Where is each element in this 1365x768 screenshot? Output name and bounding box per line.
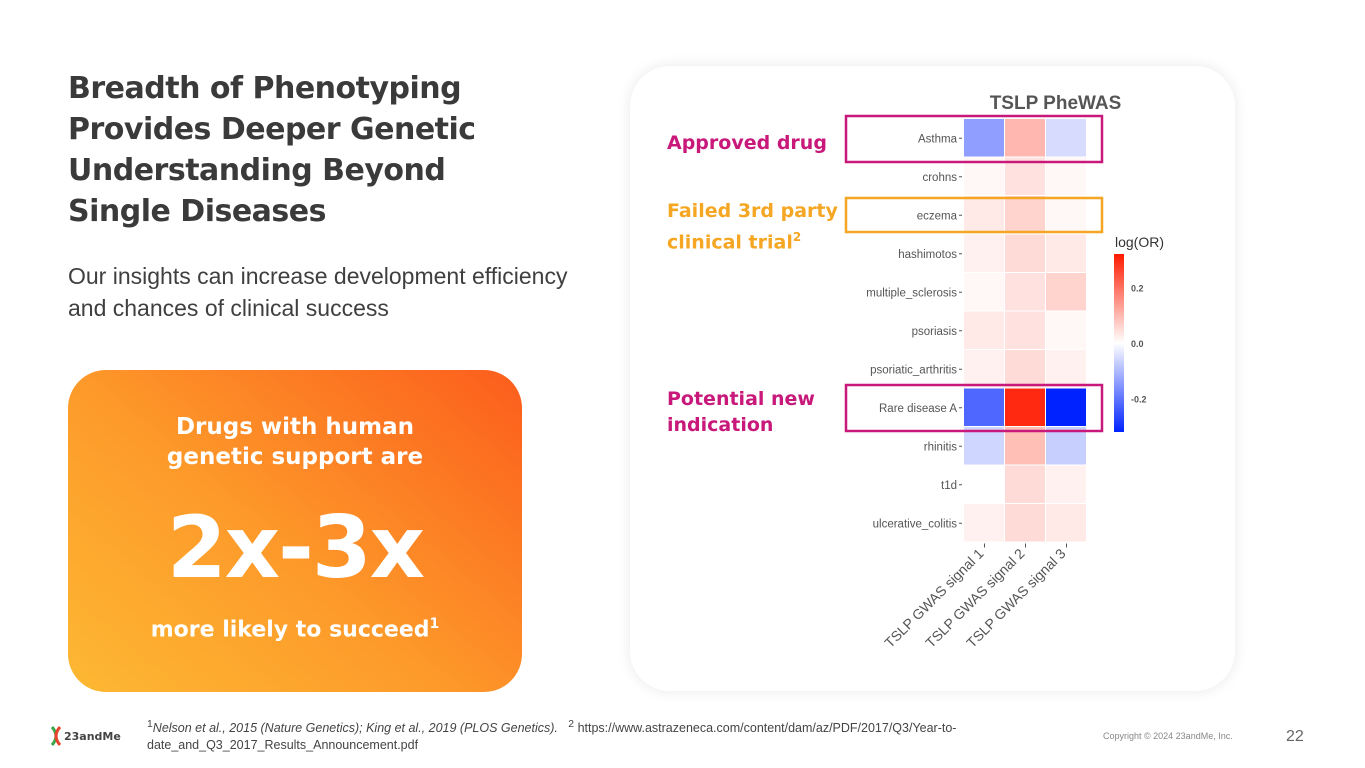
heatmap-cell xyxy=(1005,427,1045,465)
callout-potential-indication: Potential new indication xyxy=(667,388,815,436)
dna-helix-icon xyxy=(50,726,62,746)
heatmap-cell xyxy=(1005,196,1045,234)
heatmap-cell xyxy=(1046,119,1086,157)
y-tick-label: eczema xyxy=(917,210,958,222)
heatmap-cell xyxy=(1046,427,1086,465)
heatmap-cell xyxy=(1005,465,1045,503)
stat-footer: more likely to succeed1 xyxy=(68,616,522,642)
stat-footer-text: more likely to succeed xyxy=(150,617,430,643)
heatmap-cell xyxy=(1005,273,1045,311)
page-title: Breadth of Phenotyping Provides Deeper G… xyxy=(68,71,476,229)
heatmap-chart: TSLP PheWAS Asthma crohns eczema hashimotos m… xyxy=(844,93,1164,651)
heatmap-cell xyxy=(1005,350,1045,388)
heatmap-cell xyxy=(1005,119,1045,157)
heatmap-cell xyxy=(1046,465,1086,503)
page-number: 22 xyxy=(1286,728,1304,745)
footnote-1-sup: 1 xyxy=(147,719,153,730)
stat-card: Drugs with human genetic support are 2x-… xyxy=(68,370,522,692)
footnote-2-sup: 2 xyxy=(568,719,575,730)
highlight-approved-drug xyxy=(844,114,1104,164)
y-tick-label: crohns xyxy=(922,172,957,184)
heatmap-cell xyxy=(964,273,1004,311)
footnote-2: https://www.astrazeneca.com/content/dam/… xyxy=(147,721,957,753)
heatmap-cell xyxy=(964,465,1004,503)
highlight-potential-indication xyxy=(844,383,1104,433)
stat-footer-sup: 1 xyxy=(429,616,440,632)
heatmap-cell xyxy=(964,350,1004,388)
footnotes: 1Nelson et al., 2015 (Nature Genetics); … xyxy=(147,716,1047,754)
callout-approved-drug: Approved drug xyxy=(667,132,827,154)
heatmap-cell xyxy=(964,388,1004,426)
stat-line-2: genetic support are xyxy=(166,444,424,470)
page-subtitle: Our insights can increase development ef… xyxy=(68,263,568,321)
heatmap-cell xyxy=(964,196,1004,234)
callout-failed-trial: Failed 3rd party clinical trial2 xyxy=(667,198,847,255)
callout-failed-sup: 2 xyxy=(792,230,802,244)
heatmap-cell xyxy=(1005,157,1045,195)
highlight-failed-trial xyxy=(844,196,1104,234)
y-tick-label: hashimotos xyxy=(898,249,957,261)
y-tick-label: psoriasis xyxy=(912,326,958,338)
y-tick-label: psoriatic_arthritis xyxy=(870,364,957,376)
heatmap-cell xyxy=(964,311,1004,349)
heatmap-cell xyxy=(1046,311,1086,349)
y-tick-label: Rare disease A xyxy=(879,403,957,415)
y-tick-label: multiple_sclerosis xyxy=(866,287,957,299)
legend-title: log(OR) xyxy=(1115,234,1164,250)
footnote-1: Nelson et al., 2015 (Nature Genetics); K… xyxy=(152,721,558,736)
heatmap-cell xyxy=(964,427,1004,465)
heatmap-cell xyxy=(1005,504,1045,542)
heatmap-cell xyxy=(1046,350,1086,388)
heatmap-cell xyxy=(1005,234,1045,272)
heatmap-cell xyxy=(964,234,1004,272)
y-tick-label: t1d xyxy=(941,480,957,492)
heatmap-cell xyxy=(964,504,1004,542)
copyright: Copyright © 2024 23andMe, Inc. xyxy=(1103,731,1233,741)
legend-colorbar xyxy=(1114,254,1124,432)
y-tick-label: rhinitis xyxy=(924,441,957,453)
heatmap-cell xyxy=(1005,388,1045,426)
heatmap-cell xyxy=(1046,504,1086,542)
heatmap-cell xyxy=(1005,311,1045,349)
y-tick-label: ulcerative_colitis xyxy=(873,518,958,530)
legend-tick-label: 0.2 xyxy=(1131,283,1144,293)
company-logo: 23andMe xyxy=(50,726,121,746)
heatmap-cell xyxy=(1046,157,1086,195)
y-tick-label: Asthma xyxy=(918,133,958,145)
heatmap-cell xyxy=(964,157,1004,195)
heatmap-cell xyxy=(1046,273,1086,311)
heatmap-cell xyxy=(1046,196,1086,234)
heatmap-cell xyxy=(1046,234,1086,272)
logo-text: 23andMe xyxy=(64,729,121,743)
legend-tick-label: 0.0 xyxy=(1131,339,1144,349)
stat-line-1: Drugs with human xyxy=(175,414,415,440)
heatmap-cell xyxy=(964,119,1004,157)
legend-tick-label: -0.2 xyxy=(1131,395,1147,405)
chart-title: TSLP PheWAS xyxy=(990,93,1122,114)
callout-failed-text: Failed 3rd party clinical trial xyxy=(667,200,838,254)
heatmap-cell xyxy=(1046,388,1086,426)
chart-card: Approved drug Failed 3rd party clinical … xyxy=(630,66,1235,691)
stat-big-number: 2x-3x xyxy=(166,498,425,598)
